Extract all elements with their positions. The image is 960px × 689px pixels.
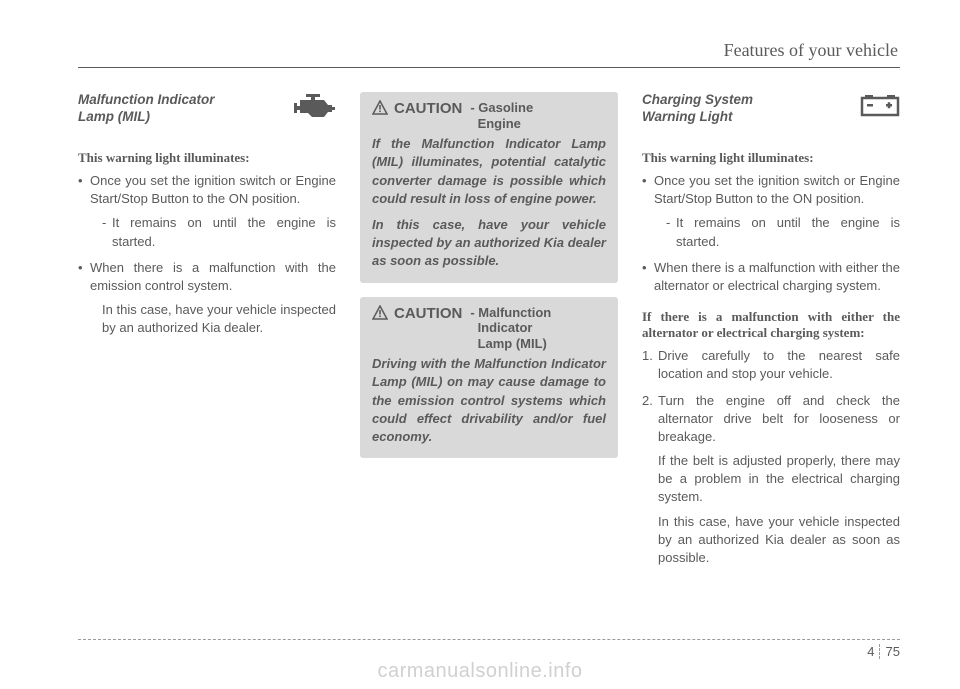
caution-mil-box: CAUTION - Malfunction Indicator Lamp (MI… <box>360 297 618 459</box>
watermark: carmanualsonline.info <box>0 660 960 683</box>
mil-bullet-list: Once you set the ignition switch or Engi… <box>78 172 336 338</box>
charging-step-2-p2: In this case, have your vehicle inspecte… <box>658 513 900 568</box>
caution-mil-sub: - Malfunction Indicator Lamp (MIL) <box>470 305 551 352</box>
caution-gasoline-head: CAUTION - Gasoline Engine <box>372 100 606 131</box>
charging-numlist: Drive carefully to the nearest safe loca… <box>642 347 900 567</box>
page: Features of your vehicle Malfunction Ind… <box>0 0 960 689</box>
mil-title-row: Malfunction Indicator Lamp (MIL) <box>78 92 336 128</box>
charging-subhead2: If there is a malfunction with either th… <box>642 309 900 341</box>
caution-mil-word: CAUTION <box>394 305 462 322</box>
mil-bullet-2: When there is a malfunction with the emi… <box>78 259 336 338</box>
caution1-p1: If the Malfunction Indicator Lamp (MIL) … <box>372 135 606 208</box>
charging-title-line1: Charging System <box>642 92 753 107</box>
page-number: 4 75 <box>867 644 900 659</box>
charging-bullet-1: Once you set the ignition switch or Engi… <box>642 172 900 251</box>
page-header: Features of your vehicle <box>78 40 900 68</box>
caution-mil-body: Driving with the Malfunction Indicator L… <box>372 355 606 446</box>
caution2-sub-l3: Lamp (MIL) <box>478 336 547 351</box>
charging-bullet-2: When there is a malfunction with either … <box>642 259 900 295</box>
caution2-p1: Driving with the Malfunction Indicator L… <box>372 355 606 446</box>
caution-gasoline-box: CAUTION - Gasoline Engine If the Malfunc… <box>360 92 618 283</box>
caution-mil-head: CAUTION - Malfunction Indicator Lamp (MI… <box>372 305 606 352</box>
section-number: 4 <box>867 644 879 659</box>
charging-step-2: Turn the engine off and check the altern… <box>642 392 900 568</box>
mil-bullet-2-text: When there is a malfunction with the emi… <box>90 260 336 293</box>
engine-icon <box>288 92 336 128</box>
charging-step-2-text: Turn the engine off and check the altern… <box>658 393 900 444</box>
charging-section-title: Charging System Warning Light <box>642 92 753 126</box>
charging-bullet-1-text: Once you set the ignition switch or Engi… <box>654 173 900 206</box>
caution-gasoline-body: If the Malfunction Indicator Lamp (MIL) … <box>372 135 606 270</box>
charging-title-row: Charging System Warning Light <box>642 92 900 128</box>
page-footer: 4 75 <box>78 639 900 659</box>
charging-bullet-1-sub: It remains on until the engine is starte… <box>654 214 900 250</box>
charging-title-line2: Warning Light <box>642 109 733 124</box>
mil-section-title: Malfunction Indicator Lamp (MIL) <box>78 92 215 126</box>
charging-step-2-p1: If the belt is adjusted properly, there … <box>658 452 900 507</box>
charging-bullet-list: Once you set the ignition switch or Engi… <box>642 172 900 295</box>
mil-subhead: This warning light illuminates: <box>78 150 336 166</box>
battery-icon <box>852 92 900 128</box>
mil-title-line1: Malfunction Indicator <box>78 92 215 107</box>
caution1-sub-l1: Gasoline <box>478 100 533 115</box>
caution2-sub-l2: Indicator <box>478 320 533 335</box>
charging-subhead: This warning light illuminates: <box>642 150 900 166</box>
warning-triangle-icon <box>372 305 388 321</box>
page-number-value: 75 <box>886 644 900 659</box>
caution1-sub-l2: Engine <box>478 116 521 131</box>
caution2-sub-l1: Malfunction <box>478 305 551 320</box>
column-1: Malfunction Indicator Lamp (MIL) <box>78 92 336 575</box>
warning-triangle-icon <box>372 100 388 116</box>
caution2-dash: - <box>470 305 474 320</box>
charging-bullet-2-text: When there is a malfunction with either … <box>654 260 900 293</box>
mil-bullet-1-sub: It remains on until the engine is starte… <box>90 214 336 250</box>
caution-gasoline-word: CAUTION <box>394 100 462 117</box>
caution1-p2: In this case, have your vehicle inspecte… <box>372 216 606 271</box>
column-2: CAUTION - Gasoline Engine If the Malfunc… <box>360 92 618 575</box>
content-columns: Malfunction Indicator Lamp (MIL) <box>78 92 900 575</box>
mil-bullet-1: Once you set the ignition switch or Engi… <box>78 172 336 251</box>
caution-gasoline-sub: - Gasoline Engine <box>470 100 533 131</box>
mil-title-line2: Lamp (MIL) <box>78 109 150 124</box>
mil-bullet-1-text: Once you set the ignition switch or Engi… <box>90 173 336 206</box>
charging-step-1: Drive carefully to the nearest safe loca… <box>642 347 900 383</box>
column-3: Charging System Warning Light <box>642 92 900 575</box>
mil-bullet-2-para: In this case, have your vehicle inspecte… <box>90 301 336 337</box>
charging-step-1-text: Drive carefully to the nearest safe loca… <box>658 348 900 381</box>
caution1-dash: - <box>470 100 474 115</box>
